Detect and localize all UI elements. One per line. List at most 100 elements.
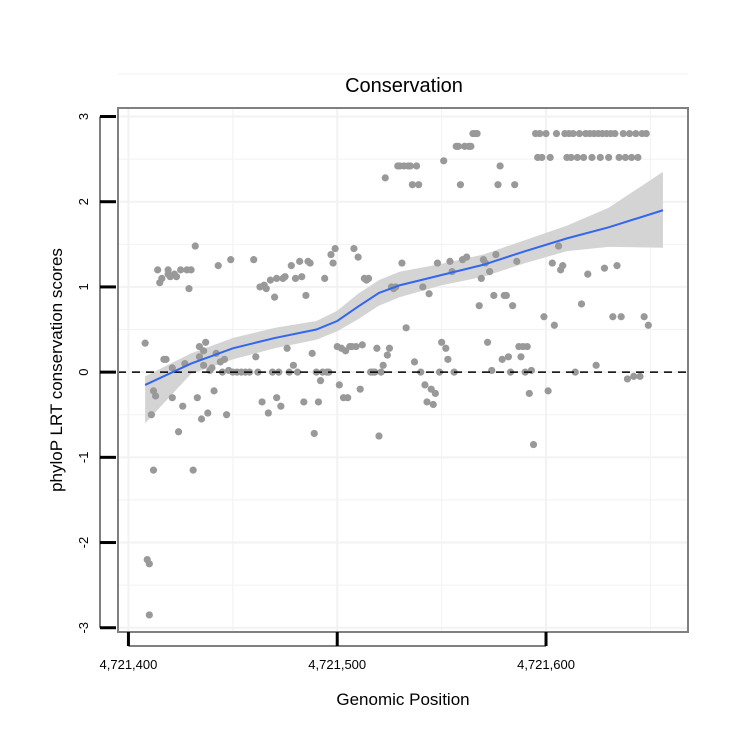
- data-point: [496, 162, 504, 170]
- data-point: [550, 321, 558, 329]
- data-point: [573, 153, 581, 162]
- data-point: [310, 429, 318, 438]
- data-point: [302, 291, 310, 300]
- data-point: [417, 368, 425, 376]
- data-point: [283, 344, 291, 352]
- data-point: [158, 274, 166, 283]
- data-point: [477, 274, 485, 283]
- confidence-band: [145, 171, 663, 424]
- data-point: [498, 355, 506, 363]
- data-point: [202, 338, 210, 346]
- data-point: [523, 342, 531, 351]
- data-point: [502, 291, 510, 300]
- data-point: [187, 266, 195, 274]
- data-point: [619, 129, 627, 138]
- data-point: [331, 244, 339, 253]
- data-point: [433, 259, 442, 267]
- data-point: [517, 353, 525, 361]
- data-point: [634, 153, 642, 162]
- y-tick-label: 1: [76, 283, 91, 290]
- data-point: [197, 415, 206, 423]
- data-point: [527, 366, 536, 375]
- data-point: [214, 262, 222, 270]
- data-point: [644, 321, 652, 329]
- panel-border: [117, 107, 689, 633]
- data-point: [264, 409, 272, 417]
- data-point: [168, 364, 176, 372]
- data-point: [609, 313, 617, 321]
- data-point: [291, 274, 300, 283]
- data-point: [529, 440, 538, 449]
- data-point: [431, 389, 439, 398]
- data-point: [254, 368, 262, 376]
- smooth-curve: [144, 209, 664, 386]
- data-point: [273, 274, 281, 283]
- data-point: [419, 283, 427, 291]
- data-point: [513, 257, 521, 265]
- x-tick-label: 4,721,600: [517, 657, 575, 672]
- data-point: [398, 259, 406, 267]
- data-point: [200, 347, 208, 355]
- data-point: [600, 264, 609, 272]
- data-point: [352, 342, 360, 351]
- data-point: [377, 368, 385, 376]
- data-point: [141, 339, 149, 347]
- data-point: [467, 142, 475, 150]
- data-point: [559, 262, 567, 270]
- data-point: [552, 129, 561, 138]
- data-point: [220, 355, 229, 363]
- data-point: [200, 361, 208, 369]
- data-point: [538, 153, 546, 162]
- data-point: [412, 162, 421, 170]
- plot-area: -3 -2 -1 0 1 2 3 4,721,400 4,721,500 4,721,600: [76, 73, 689, 672]
- data-point: [423, 398, 431, 406]
- data-point: [580, 153, 588, 162]
- data-point: [316, 377, 325, 385]
- data-point: [463, 253, 471, 261]
- data-point: [592, 361, 600, 369]
- data-point: [569, 129, 577, 138]
- data-point: [162, 355, 170, 363]
- data-point: [145, 611, 153, 619]
- data-point: [636, 372, 644, 380]
- data-point: [329, 259, 337, 267]
- data-point: [577, 300, 586, 308]
- data-point: [172, 273, 181, 281]
- data-point: [406, 162, 414, 170]
- chart-title: Conservation: [345, 75, 463, 97]
- data-point: [293, 368, 302, 376]
- data-point: [375, 432, 383, 440]
- data-point: [383, 351, 391, 359]
- data-point: [488, 366, 496, 375]
- data-point: [575, 129, 584, 138]
- data-point: [210, 387, 218, 395]
- data-point: [438, 338, 446, 346]
- data-point: [542, 129, 550, 138]
- data-point: [193, 394, 201, 402]
- data-point: [435, 368, 444, 376]
- data-point: [354, 253, 362, 261]
- data-point: [410, 358, 419, 366]
- data-point: [151, 392, 160, 400]
- data-point: [611, 129, 619, 138]
- data-point: [381, 174, 389, 182]
- data-point: [483, 338, 492, 346]
- data-point: [588, 153, 596, 162]
- data-point: [185, 285, 193, 293]
- data-point: [429, 400, 437, 409]
- data-point: [147, 411, 156, 419]
- data-point: [415, 181, 423, 189]
- data-point: [177, 266, 185, 274]
- data-point: [344, 394, 352, 402]
- y-tick-label: -2: [76, 537, 91, 549]
- data-point: [270, 293, 279, 301]
- y-tick-label: -3: [76, 622, 91, 634]
- data-point: [494, 181, 502, 189]
- data-point: [258, 398, 266, 406]
- data-point: [273, 394, 281, 402]
- y-tick-label: 2: [76, 198, 91, 205]
- data-point: [191, 242, 199, 250]
- data-point: [509, 302, 517, 310]
- y-tick-label: -1: [76, 452, 91, 464]
- data-point: [227, 256, 235, 264]
